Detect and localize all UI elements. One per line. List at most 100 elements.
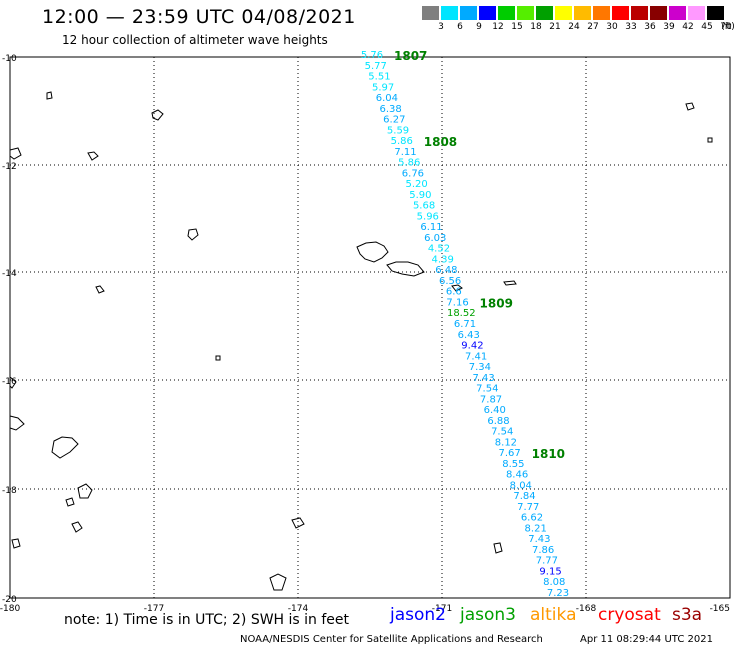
wave-height-point: 7.43 — [472, 373, 494, 384]
scale-label: 45 — [701, 22, 713, 32]
scale-label: 39 — [663, 22, 675, 32]
wave-height-point: 8.55 — [502, 459, 524, 470]
map-title: 12:00 — 23:59 UTC 04/08/2021 — [42, 6, 356, 28]
lat-tick-label: -10 — [2, 54, 17, 64]
wave-height-point: 5.76 — [361, 50, 383, 61]
wave-height-point: 8.21 — [525, 523, 547, 534]
lat-tick-label: -16 — [2, 377, 17, 387]
scale-label: 30 — [606, 22, 618, 32]
footer-note: note: 1) Time is in UTC; 2) SWH is in fe… — [64, 612, 350, 628]
mission-jason2: jason2 — [390, 605, 446, 625]
wave-height-point: 7.87 — [480, 394, 502, 405]
axis-tick-labels: -10 -12 -14 -16 -18 -20-180 -177 -174 -171 -168 -1… — [0, 54, 730, 614]
scale-label: 33 — [625, 22, 637, 32]
scale-label: 36 — [644, 22, 656, 32]
lon-tick-label: -168 — [576, 604, 597, 614]
wave-height-point: 6.03 — [424, 233, 446, 244]
wave-height-point: 6.88 — [487, 416, 509, 427]
scale-label: 42 — [682, 22, 694, 32]
scale-swatch — [498, 6, 515, 20]
scale-unit: (ft) — [721, 22, 735, 32]
wave-height-point: 7.77 — [536, 556, 558, 567]
mission-cryosat: cryosat — [598, 605, 661, 625]
wave-height-point: 5.86 — [391, 136, 413, 147]
lat-lon-grid — [9, 56, 731, 599]
wave-height-point: 9.15 — [539, 566, 561, 577]
mission-jason3: jason3 — [460, 605, 516, 625]
credit-text: NOAA/NESDIS Center for Satellite Applica… — [240, 634, 543, 645]
wave-height-point: 7.54 — [476, 384, 498, 395]
scale-swatch — [479, 6, 496, 20]
wave-height-point: 5.77 — [365, 61, 387, 72]
wave-height-point: 5.68 — [413, 201, 435, 212]
pass-label: 1807 — [394, 49, 427, 63]
scale-swatch — [593, 6, 610, 20]
wave-height-point: 6.38 — [379, 104, 401, 115]
lon-tick-label: -177 — [144, 604, 164, 614]
wave-height-point: 8.12 — [495, 437, 517, 448]
wave-height-point: 7.54 — [491, 427, 513, 438]
scale-swatch — [650, 6, 667, 20]
wave-height-point: 6.76 — [402, 168, 424, 179]
pass-label: 1809 — [480, 296, 513, 310]
lon-tick-label: -171 — [432, 604, 452, 614]
lat-tick-label: -20 — [2, 595, 17, 605]
lat-tick-label: -12 — [2, 162, 17, 172]
wave-height-point: 7.77 — [517, 502, 539, 513]
lat-tick-label: -18 — [2, 486, 17, 496]
wave-height-point: 7.23 — [547, 588, 569, 599]
scale-swatch — [555, 6, 572, 20]
wave-height-point: 6.71 — [454, 319, 476, 330]
wave-height-point: 7.41 — [465, 351, 487, 362]
lon-tick-label: -174 — [288, 604, 309, 614]
scale-swatch — [422, 6, 439, 20]
pass-label: 1808 — [424, 135, 457, 149]
wave-height-point: 6.56 — [439, 276, 461, 287]
scale-swatch — [536, 6, 553, 20]
scale-swatch — [612, 6, 629, 20]
scale-label: 27 — [587, 22, 599, 32]
wave-height-point: 7.16 — [446, 297, 468, 308]
lon-tick-label: -180 — [0, 604, 20, 614]
wave-height-point: 6.43 — [458, 330, 480, 341]
wave-height-point: 6.48 — [435, 265, 457, 276]
mission-altika: altika — [530, 605, 577, 625]
scale-swatch — [441, 6, 458, 20]
scale-swatch — [669, 6, 686, 20]
pass-label: 1810 — [532, 447, 565, 461]
wave-height-point: 5.86 — [398, 158, 420, 169]
coastlines — [9, 91, 713, 591]
wave-height-point: 8.04 — [510, 480, 532, 491]
wave-height-point: 4.39 — [432, 254, 454, 265]
wave-height-point: 5.96 — [417, 211, 439, 222]
wave-height-point: 7.11 — [394, 147, 416, 158]
scale-label: 24 — [568, 22, 580, 32]
wave-height-point: 4.52 — [428, 244, 450, 255]
lat-tick-label: -14 — [2, 269, 17, 279]
wave-height-point: 8.08 — [543, 577, 565, 588]
wave-height-point: 7.43 — [528, 534, 550, 545]
mission-s3a: s3a — [672, 605, 703, 625]
wave-height-point: 5.51 — [368, 72, 390, 83]
wave-height-point: 7.86 — [532, 545, 554, 556]
wave-height-point: 7.34 — [469, 362, 491, 373]
wave-height-point: 7.84 — [513, 491, 535, 502]
wave-height-point: 18.52 — [447, 308, 476, 319]
wave-height-point: 6.6 — [446, 287, 462, 298]
scale-swatch — [688, 6, 705, 20]
scale-swatch — [631, 6, 648, 20]
scale-swatch — [574, 6, 591, 20]
timestamp: Apr 11 08:29:44 UTC 2021 — [580, 634, 713, 645]
lon-tick-label: -165 — [710, 604, 730, 614]
wave-height-point: 6.04 — [376, 93, 398, 104]
scale-swatch — [707, 6, 724, 20]
wave-height-point: 5.97 — [372, 82, 394, 93]
scale-label: 3 — [438, 22, 444, 32]
pass-labels: 1807 1808 1809 1810 — [394, 49, 565, 461]
scale-label: 6 — [457, 22, 463, 32]
wave-height-point: 6.11 — [420, 222, 442, 233]
wave-height-point: 8.46 — [506, 470, 528, 481]
scale-label: 9 — [476, 22, 482, 32]
map-subtitle: 12 hour collection of altimeter wave hei… — [62, 33, 328, 47]
